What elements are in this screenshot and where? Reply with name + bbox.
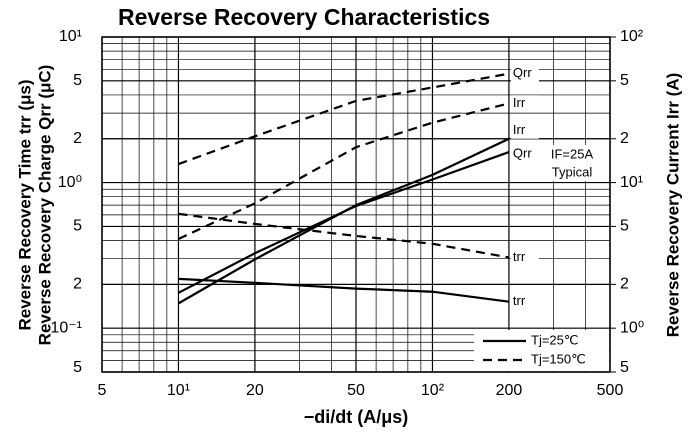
curve-label-bg: [510, 293, 539, 310]
y-tick-label: 5: [73, 218, 82, 235]
x-axis-label: −di/dt (A/μs): [304, 407, 409, 427]
series-line: [178, 72, 510, 166]
curve-label: Irr: [513, 122, 526, 137]
y2-axis-label: Reverse Recovery Current Irr (A): [663, 73, 682, 338]
y-tick-label: 10¹: [59, 28, 82, 45]
curve-label: trr: [513, 249, 526, 264]
y-tick-label: 5: [73, 359, 82, 376]
curve-label-bg: [510, 95, 539, 112]
annotation-bg: [540, 145, 604, 181]
series-line: [177, 151, 510, 294]
curve-label-bg: [510, 146, 539, 163]
legend-label: Tj=150℃: [531, 351, 586, 366]
y-tick-label: 2: [73, 276, 82, 293]
annotation: Typical: [552, 164, 593, 179]
x-tick-label: 200: [496, 382, 523, 399]
legend-box: [474, 330, 609, 371]
series-line: [178, 212, 510, 259]
x-tick-label: 20: [246, 382, 264, 399]
curve-label: Qrr: [513, 146, 532, 161]
y-tick-label: 10⁻¹: [50, 319, 82, 336]
curve-label: trr: [513, 293, 526, 308]
y2-tick-label: 2: [620, 276, 629, 293]
y2-tick-label: 5: [620, 218, 629, 235]
curve-label-bg: [510, 65, 539, 82]
y-tick-label: 2: [73, 130, 82, 147]
curve-label-bg: [510, 122, 539, 139]
y2-tick-label: 2: [620, 130, 629, 147]
curve-label: Irr: [513, 95, 526, 110]
series-line: [177, 102, 510, 240]
x-tick-label: 10¹: [167, 382, 190, 399]
y2-tick-label: 5: [620, 359, 629, 376]
legend-label: Tj=25℃: [531, 332, 578, 347]
y2-tick-label: 5: [620, 72, 629, 89]
curve-label-bg: [510, 249, 539, 266]
y-tick-label: 10⁰: [58, 174, 82, 191]
chart-title: Reverse Recovery Characteristics: [118, 4, 490, 30]
y-axis-label: Reverse Recovery Charge Qrr (μC): [35, 65, 54, 346]
y2-tick-label: 10¹: [620, 174, 643, 191]
plot-frame: [101, 36, 611, 373]
y2-tick-label: 10²: [620, 28, 644, 45]
y2-tick-label: 10⁰: [620, 319, 644, 336]
curve-label: Qrr: [513, 65, 532, 80]
x-tick-label: 50: [347, 382, 365, 399]
x-tick-label: 10²: [421, 382, 445, 399]
series-line: [178, 277, 510, 303]
x-tick-label: 5: [98, 382, 107, 399]
annotation: IF=25A: [551, 146, 594, 161]
y-tick-label: 5: [73, 72, 82, 89]
y-axis-label: Reverse Recovery Time trr (μs): [15, 79, 34, 330]
x-tick-label: 500: [597, 382, 624, 399]
